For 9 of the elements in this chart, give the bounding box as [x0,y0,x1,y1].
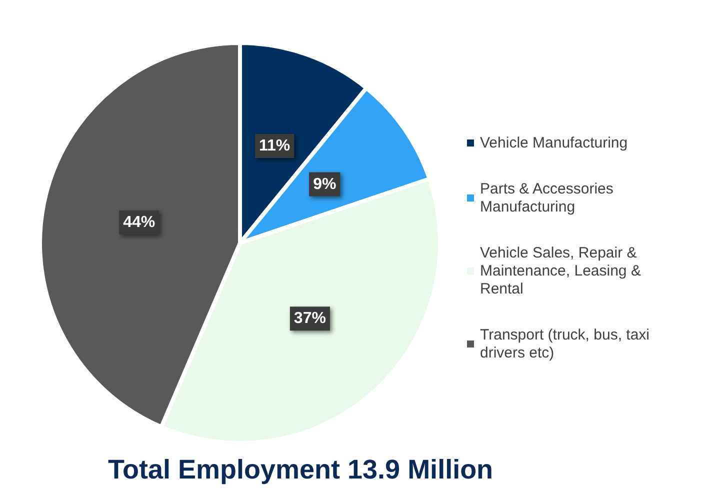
legend-label: Parts & Accessories Manufacturing [480,180,618,216]
data-label: 44% [123,214,156,231]
text: Total Employment 13.9 Million [108,454,494,484]
legend-label: Transport (truck, bus, taxi drivers etc) [480,326,654,362]
legend-label: Vehicle Sales, Repair & Maintenance, Leasing & Rental [480,244,646,298]
legend-label: Vehicle Manufacturing [480,134,628,152]
data-label: 37% [294,310,326,328]
data-label: 11% [258,137,290,154]
data-label: 9% [313,176,336,193]
